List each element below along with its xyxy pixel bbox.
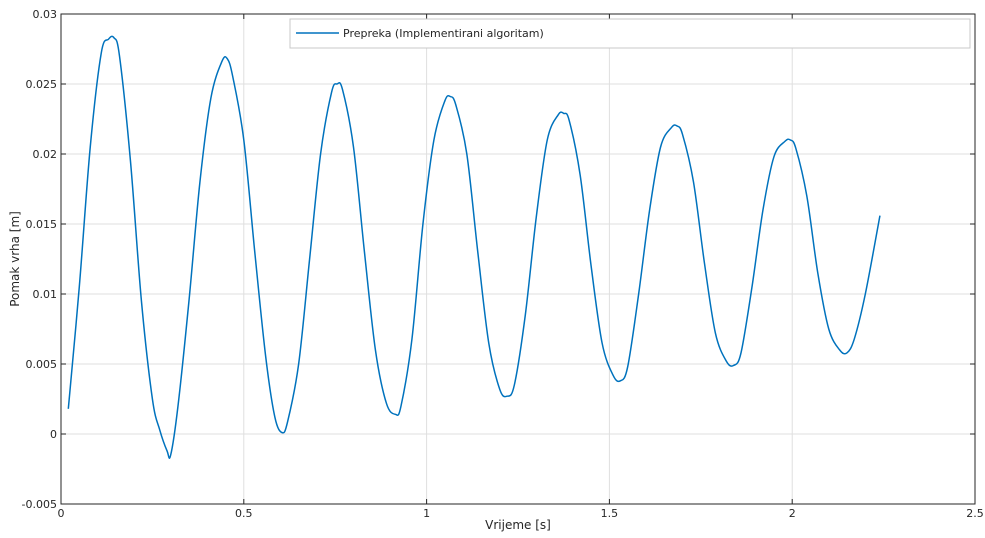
plot-frame <box>60 13 976 505</box>
y-tick-label: 0.015 <box>26 218 58 231</box>
y-tick-label: 0.01 <box>33 288 58 301</box>
y-tick-label: 0.02 <box>33 148 58 161</box>
y-tick-label: 0.025 <box>26 78 58 91</box>
x-tick-label: 0.5 <box>235 507 253 520</box>
x-tick-label: 2.5 <box>966 507 984 520</box>
legend-box <box>289 18 971 49</box>
series-layer <box>67 35 881 459</box>
y-tick-label: -0.005 <box>22 498 57 511</box>
x-tick-label: 1.5 <box>601 507 619 520</box>
legend: Prepreka (Implementirani algoritam) <box>289 18 971 49</box>
legend-entry-label: Prepreka (Implementirani algoritam) <box>343 27 544 40</box>
y-axis-title: Pomak vrha [m] <box>8 211 22 307</box>
y-tick-label: 0 <box>50 428 57 441</box>
axis-ticks: 0 0.5 1 1.5 2 2.5-0.00500.0050.010.0150.020.0… <box>22 8 984 520</box>
x-tick-label: 1 <box>423 507 430 520</box>
x-axis-title: Vrijeme [s] <box>485 518 551 532</box>
plot-background <box>61 14 975 504</box>
y-tick-label: 0.03 <box>33 8 58 21</box>
x-tick-label: 0 <box>58 507 65 520</box>
y-tick-label: 0.005 <box>26 358 58 371</box>
series-line-0 <box>67 35 881 459</box>
x-tick-label: 2 <box>789 507 796 520</box>
